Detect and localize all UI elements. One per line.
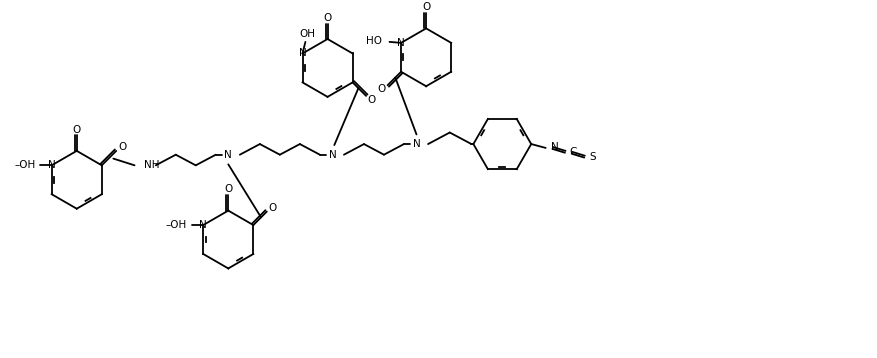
Text: O: O xyxy=(224,184,232,194)
Text: –OH: –OH xyxy=(14,160,35,170)
Text: N: N xyxy=(199,220,207,230)
Text: O: O xyxy=(118,142,126,152)
Text: O: O xyxy=(268,203,276,213)
Text: OH: OH xyxy=(299,29,315,39)
Text: N: N xyxy=(412,139,420,149)
Text: O: O xyxy=(367,95,375,105)
Text: C: C xyxy=(569,147,576,157)
Text: S: S xyxy=(588,151,595,161)
Text: NH: NH xyxy=(144,160,160,170)
Text: N: N xyxy=(298,48,306,58)
Text: O: O xyxy=(422,2,430,12)
Text: –OH: –OH xyxy=(166,220,187,230)
Text: N: N xyxy=(47,160,55,170)
Text: O: O xyxy=(377,84,386,94)
Text: N: N xyxy=(328,150,336,160)
Text: HO: HO xyxy=(366,36,381,46)
Text: O: O xyxy=(73,125,81,135)
Text: N: N xyxy=(396,38,404,48)
Text: N: N xyxy=(550,142,558,152)
Text: O: O xyxy=(323,13,332,23)
Text: N: N xyxy=(225,150,232,160)
